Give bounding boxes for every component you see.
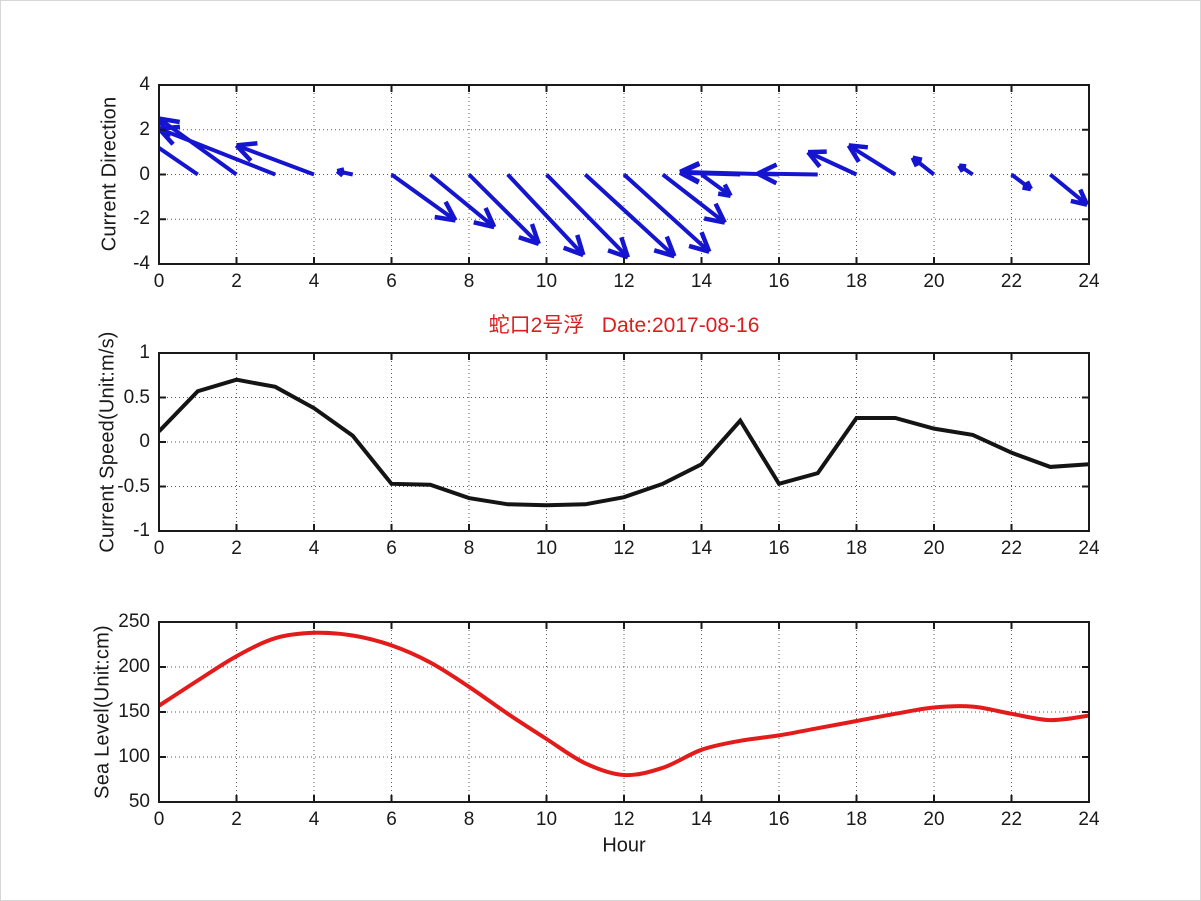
x-tick-label: 10	[535, 538, 558, 559]
y-tick-label: -4	[133, 253, 150, 274]
quiver-arrow	[910, 155, 936, 177]
y-tick-label: 100	[118, 746, 150, 767]
y-tick-label: 0.5	[123, 386, 150, 408]
y-tick-label: 200	[118, 656, 150, 677]
x-tick-label: 0	[153, 809, 165, 830]
x-tick-label: 20	[923, 271, 945, 292]
figure-title: 蛇口2号浮 Date:2017-08-16	[488, 314, 760, 337]
x-tick-label: 22	[1000, 538, 1023, 559]
x-tick-label: 18	[845, 538, 868, 559]
x-tick-label: 2	[231, 809, 242, 830]
x-tick-label: 8	[463, 809, 475, 830]
x-tick-label: 18	[845, 271, 868, 292]
x-tick-label: 22	[1000, 271, 1023, 292]
y-tick-label: 250	[118, 611, 150, 632]
x-tick-label: 2	[231, 538, 242, 559]
x-tick-label: 16	[768, 809, 790, 830]
y-tick-label: 0	[139, 431, 150, 452]
x-tick-label: 4	[308, 538, 320, 559]
x-tick-label: 4	[308, 809, 320, 830]
x-tick-label: 0	[153, 538, 165, 559]
y-tick-label: 0	[139, 163, 150, 185]
quiver-arrow	[622, 173, 712, 254]
y-tick-label: 150	[118, 701, 150, 722]
quiver-arrow	[428, 172, 497, 230]
quiver-arrow	[159, 145, 199, 177]
x-tick-label: 24	[1078, 538, 1100, 559]
x-tick-label: 24	[1078, 809, 1100, 830]
quiver-arrow	[583, 173, 677, 259]
quiver-arrow	[159, 124, 276, 177]
y-axis-label-sea-level: Sea Level(Unit:cm)	[91, 625, 114, 799]
y-axis-label-current-direction: Current Direction	[98, 96, 121, 252]
x-tick-label: 8	[463, 271, 475, 292]
x-tick-label: 12	[613, 538, 635, 559]
quiver-arrow	[467, 173, 541, 246]
x-tick-label: 24	[1078, 271, 1100, 292]
current-speed-line	[159, 377, 1089, 508]
quiver-arrow	[700, 172, 733, 198]
quiver-arrow	[335, 167, 354, 178]
quiver-arrow	[756, 162, 818, 186]
quiver-arrow	[1010, 172, 1033, 192]
quiver-arrow	[390, 172, 458, 223]
quiver-arrow	[545, 173, 631, 260]
x-axis-label-hour: Hour	[602, 834, 646, 857]
x-tick-label: 6	[386, 538, 397, 559]
x-tick-label: 16	[768, 271, 790, 292]
y-tick-label: -0.5	[117, 475, 150, 497]
quiver-arrow	[661, 172, 727, 225]
y-tick-label: 50	[128, 791, 150, 812]
x-tick-label: 8	[463, 538, 475, 559]
x-tick-label: 10	[535, 809, 558, 830]
quiver-arrow	[846, 143, 897, 177]
y-tick-label: -1	[133, 520, 150, 541]
y-tick-label: 4	[139, 74, 150, 95]
quiver-arrow	[957, 163, 974, 177]
x-tick-label: 14	[690, 538, 713, 559]
x-tick-label: 20	[923, 809, 945, 830]
x-tick-label: 16	[768, 538, 790, 559]
quiver-arrow	[234, 141, 315, 177]
y-tick-label: 2	[139, 118, 150, 140]
quiver-arrow	[506, 173, 586, 258]
x-tick-label: 14	[690, 271, 713, 292]
x-tick-label: 12	[613, 809, 635, 830]
y-axis-label-current-speed: Current Speed(Unit:m/s)	[96, 331, 119, 553]
x-tick-label: 22	[1000, 809, 1023, 830]
y-tick-label: 1	[139, 342, 150, 363]
x-tick-label: 14	[690, 809, 713, 830]
sea-level-line	[159, 630, 1089, 778]
x-tick-label: 4	[308, 271, 320, 292]
x-tick-label: 18	[845, 809, 868, 830]
quiver-arrow	[806, 149, 858, 177]
x-tick-label: 6	[386, 271, 397, 292]
x-tick-label: 6	[386, 809, 397, 830]
x-tick-label: 0	[153, 271, 165, 292]
x-tick-label: 10	[535, 271, 558, 292]
y-tick-label: -2	[133, 208, 150, 230]
quiver-arrow	[1048, 172, 1089, 207]
x-tick-label: 2	[231, 271, 242, 292]
x-tick-label: 12	[613, 271, 635, 292]
x-tick-label: 20	[923, 538, 945, 559]
